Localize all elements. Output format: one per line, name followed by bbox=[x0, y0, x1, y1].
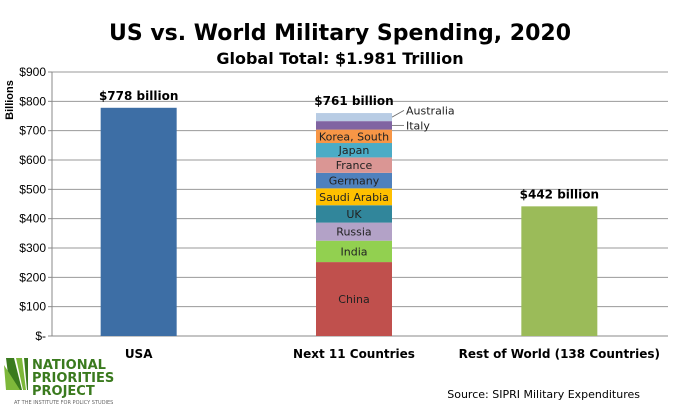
bar-segment-italy bbox=[316, 121, 392, 130]
y-tick-label: $500 bbox=[19, 182, 46, 196]
segment-label: France bbox=[336, 159, 373, 172]
bar-segment-russia bbox=[316, 222, 392, 241]
leader-line bbox=[391, 110, 405, 118]
y-tick-label: $600 bbox=[19, 153, 46, 167]
bar-total-label: $778 billion bbox=[99, 89, 178, 103]
bar-total-label: $442 billion bbox=[520, 187, 599, 201]
y-tick-label: $900 bbox=[19, 65, 46, 79]
logo-line2: PRIORITIES bbox=[32, 371, 114, 386]
logo-line1: NATIONAL bbox=[32, 358, 106, 373]
y-tick-label: $300 bbox=[19, 241, 46, 255]
segment-label: Germany bbox=[329, 175, 380, 188]
y-axis-label: Billions bbox=[4, 80, 16, 120]
segment-label: Japan bbox=[338, 144, 370, 157]
segment-label: Russia bbox=[336, 226, 371, 239]
x-tick-label: Rest of World (138 Countries) bbox=[459, 347, 660, 361]
segment-label: Australia bbox=[406, 104, 455, 117]
y-tick-label: $800 bbox=[19, 94, 46, 108]
y-tick-label: $400 bbox=[19, 212, 46, 226]
x-tick-label: Next 11 Countries bbox=[293, 347, 415, 361]
bar-segment-china bbox=[316, 262, 392, 336]
logo-sunburst-icon bbox=[4, 358, 28, 390]
chart-title: US vs. World Military Spending, 2020 bbox=[109, 21, 571, 46]
bar-segment-usa bbox=[100, 107, 177, 336]
chart-subtitle: Global Total: $1.981 Trillion bbox=[216, 49, 463, 68]
bar-segment-saudi-arabia bbox=[316, 188, 392, 206]
logo-line3: PROJECT bbox=[32, 384, 95, 399]
segment-label: UK bbox=[346, 208, 362, 221]
bar-segment-japan bbox=[316, 143, 392, 158]
npp-logo: NATIONAL PRIORITIES PROJECT AT THE INSTI… bbox=[4, 358, 114, 406]
logo-tagline: AT THE INSTITUTE FOR POLICY STUDIES bbox=[14, 400, 113, 406]
y-tick-label: $200 bbox=[19, 270, 46, 284]
segment-label: Saudi Arabia bbox=[319, 191, 389, 204]
y-tick-label: $700 bbox=[19, 124, 46, 138]
bar-segment-rest-of-world-138-countries- bbox=[521, 206, 598, 336]
segment-label: Korea, South bbox=[319, 130, 389, 143]
y-tick-label: $- bbox=[35, 329, 46, 343]
segment-label: China bbox=[338, 293, 369, 306]
bar-segment-australia bbox=[316, 113, 392, 122]
segment-label: India bbox=[341, 245, 368, 258]
bar-total-label: $761 billion bbox=[314, 94, 393, 108]
bar-segment-uk bbox=[316, 205, 392, 223]
bar-segment-india bbox=[316, 240, 392, 263]
y-tick-label: $100 bbox=[19, 300, 46, 314]
bar-segment-germany bbox=[316, 172, 392, 189]
x-tick-label: USA bbox=[125, 347, 153, 361]
segment-label: Italy bbox=[406, 119, 430, 132]
bar-segment-france bbox=[316, 157, 392, 173]
source-note: Source: SIPRI Military Expenditures bbox=[447, 388, 640, 401]
bar-segment-korea-south bbox=[316, 129, 392, 144]
